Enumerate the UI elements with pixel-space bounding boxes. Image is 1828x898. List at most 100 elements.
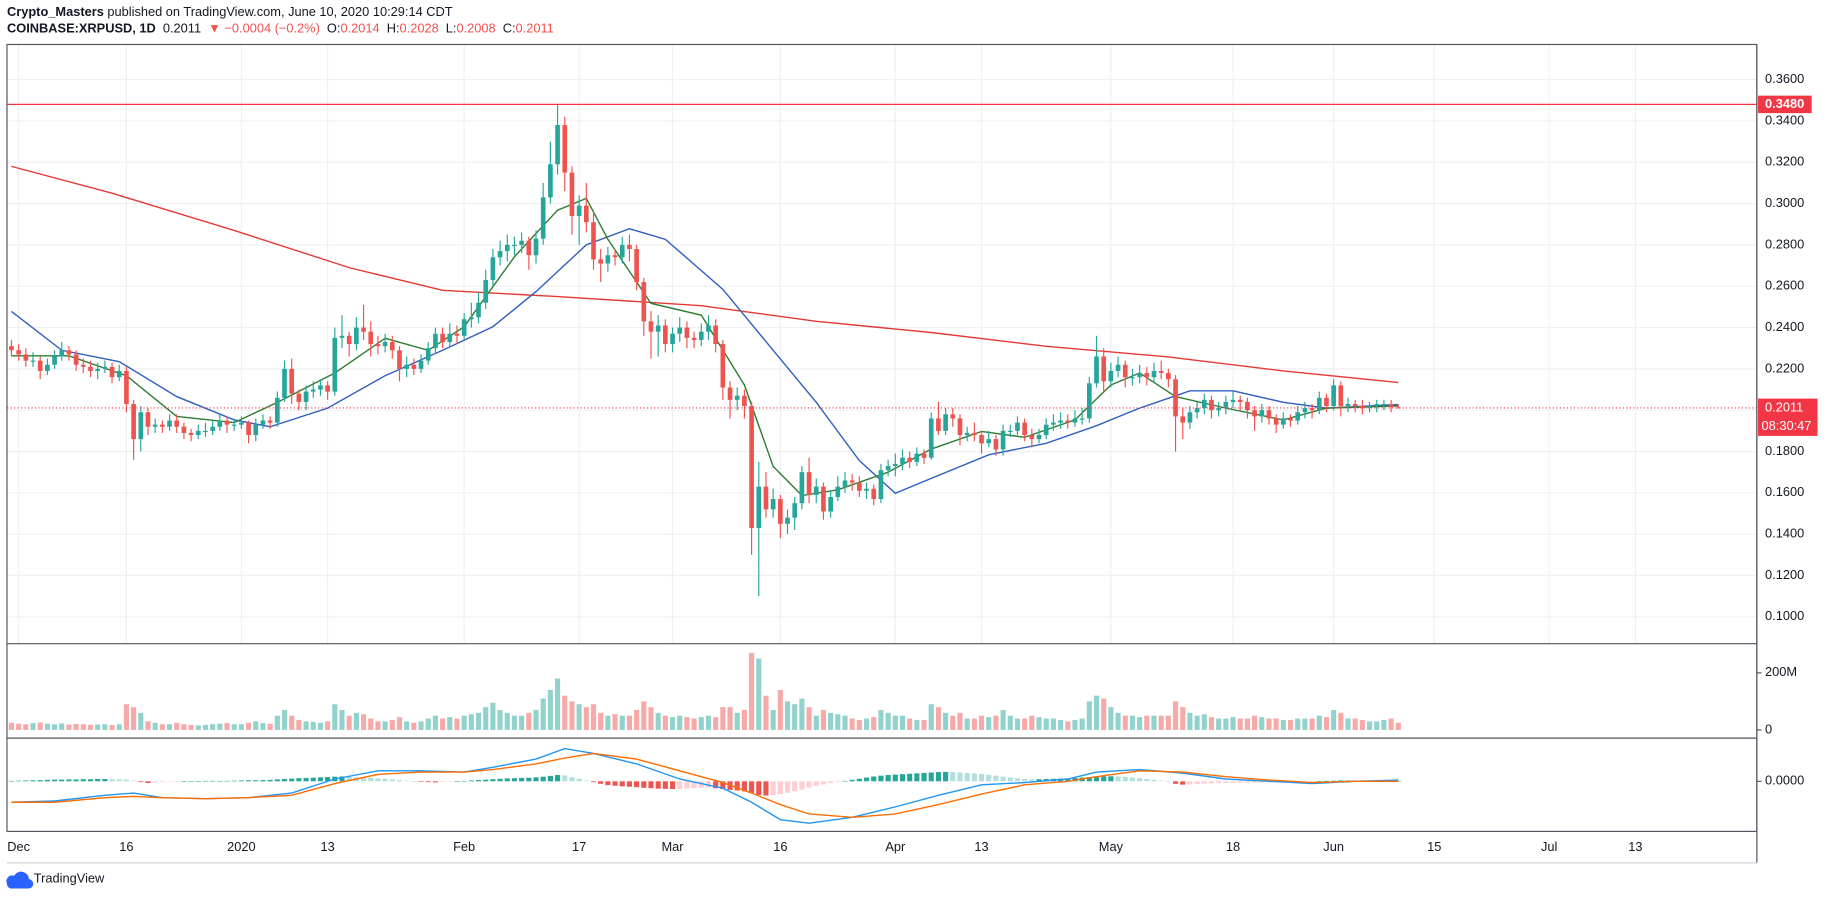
candle-body	[224, 420, 230, 425]
volume-bar	[1374, 721, 1380, 730]
marks	[6, 103, 1757, 824]
volume-bar	[346, 715, 352, 730]
volume-bar	[907, 718, 913, 730]
macd-histogram-bar	[432, 781, 438, 783]
volume-bar	[1115, 712, 1121, 730]
volume-bar	[73, 723, 79, 730]
volume-bar	[562, 695, 568, 730]
candle-body	[461, 319, 467, 336]
candle-body	[1216, 408, 1221, 411]
candle-body	[555, 125, 560, 165]
candle-body	[1115, 364, 1121, 371]
candle-body	[181, 426, 187, 433]
volume-bar	[166, 724, 173, 730]
macd-histogram-bar	[1165, 781, 1171, 782]
volume-bar	[425, 718, 431, 730]
macd-histogram-bar	[1316, 781, 1322, 782]
macd-histogram-bar	[339, 776, 345, 782]
candle-body	[612, 255, 618, 258]
macd-histogram-bar	[885, 775, 891, 782]
candle-body	[203, 430, 208, 433]
volume-bar	[526, 712, 532, 730]
countdown-label: 08:30:47	[1762, 418, 1812, 433]
candle-body	[152, 424, 158, 427]
macd-histogram-bar	[274, 779, 280, 782]
candle-body	[167, 420, 172, 427]
candle-body	[569, 172, 575, 216]
candle-body	[267, 420, 273, 423]
volume-bar	[899, 715, 906, 730]
candle-body	[1144, 373, 1150, 378]
published-line: Crypto_Masters published on TradingView.…	[7, 4, 453, 19]
volume-bar	[66, 724, 72, 730]
volume-bar	[296, 719, 302, 730]
x-tick-label: 17	[572, 839, 586, 854]
volume-bar	[1122, 715, 1128, 730]
volume-bar	[109, 725, 115, 730]
macd-histogram-bar	[260, 780, 266, 782]
macd-histogram-bar	[325, 777, 331, 782]
volume-bar	[727, 707, 733, 730]
candle-body	[239, 422, 244, 425]
candle-body	[1309, 408, 1315, 411]
candle-body	[548, 164, 553, 198]
volume-bar	[540, 698, 546, 730]
volume-bar	[202, 724, 209, 730]
last-price-label: 0.2011	[1765, 399, 1803, 414]
y-tick-label: 200M	[1765, 664, 1797, 679]
macd-histogram-bar	[978, 773, 985, 782]
candle-body	[857, 482, 862, 491]
volume-bar	[806, 707, 812, 730]
volume-bar	[1230, 717, 1236, 730]
candle-body	[418, 360, 424, 369]
volume-bar	[468, 714, 474, 730]
candle-body	[526, 240, 532, 256]
candle-body	[95, 368, 101, 371]
candle-body	[1324, 397, 1329, 407]
volume-bar	[123, 704, 129, 730]
candle-body	[1360, 406, 1365, 409]
macd-histogram-bar	[993, 775, 999, 782]
volume-bar	[368, 718, 374, 730]
volume-bar	[138, 712, 144, 730]
macd-histogram-bar	[792, 781, 798, 792]
volume-bar	[777, 689, 783, 730]
macd-histogram-bar	[648, 781, 654, 789]
volume-bar	[1316, 715, 1322, 730]
candle-body	[131, 403, 136, 440]
macd-histogram-bar	[741, 781, 747, 792]
candle-body	[663, 325, 668, 345]
x-tick-label: 15	[1427, 839, 1441, 854]
candle-body	[188, 432, 194, 435]
candle-body	[1237, 399, 1243, 402]
volume-bar	[267, 723, 273, 730]
candle-body	[1187, 412, 1193, 423]
macd-histogram-bar	[1158, 780, 1164, 782]
macd-histogram-bar	[770, 781, 776, 796]
volume-bar	[1036, 717, 1042, 730]
y-tick-label: 0.1000	[1765, 608, 1804, 623]
volume-bar	[1158, 715, 1164, 730]
candle-body	[16, 350, 21, 355]
macd-histogram-bar	[23, 780, 29, 782]
macd-histogram-bar	[856, 778, 862, 782]
volume-bar	[986, 717, 992, 730]
symbol: COINBASE:XRPUSD, 1D	[7, 21, 156, 36]
volume-bar	[612, 714, 618, 730]
volume-bar	[246, 722, 252, 730]
macd-histogram-bar	[928, 772, 934, 782]
volume-bar	[274, 715, 280, 730]
volume-bar	[705, 715, 712, 730]
y-tick-label: 0.3200	[1765, 154, 1804, 169]
macd-histogram-bar	[66, 779, 72, 782]
candle-body	[1381, 403, 1387, 406]
macd-histogram-bar	[217, 780, 223, 782]
macd-histogram-bar	[971, 773, 977, 782]
volume-bar	[878, 709, 884, 730]
candle-body	[411, 364, 417, 369]
volume-bar	[1043, 718, 1049, 730]
candle-body	[598, 259, 604, 264]
y-tick-label: 0.2600	[1765, 278, 1804, 293]
volume-bar	[1137, 717, 1143, 730]
macd-histogram-bar	[526, 777, 532, 782]
